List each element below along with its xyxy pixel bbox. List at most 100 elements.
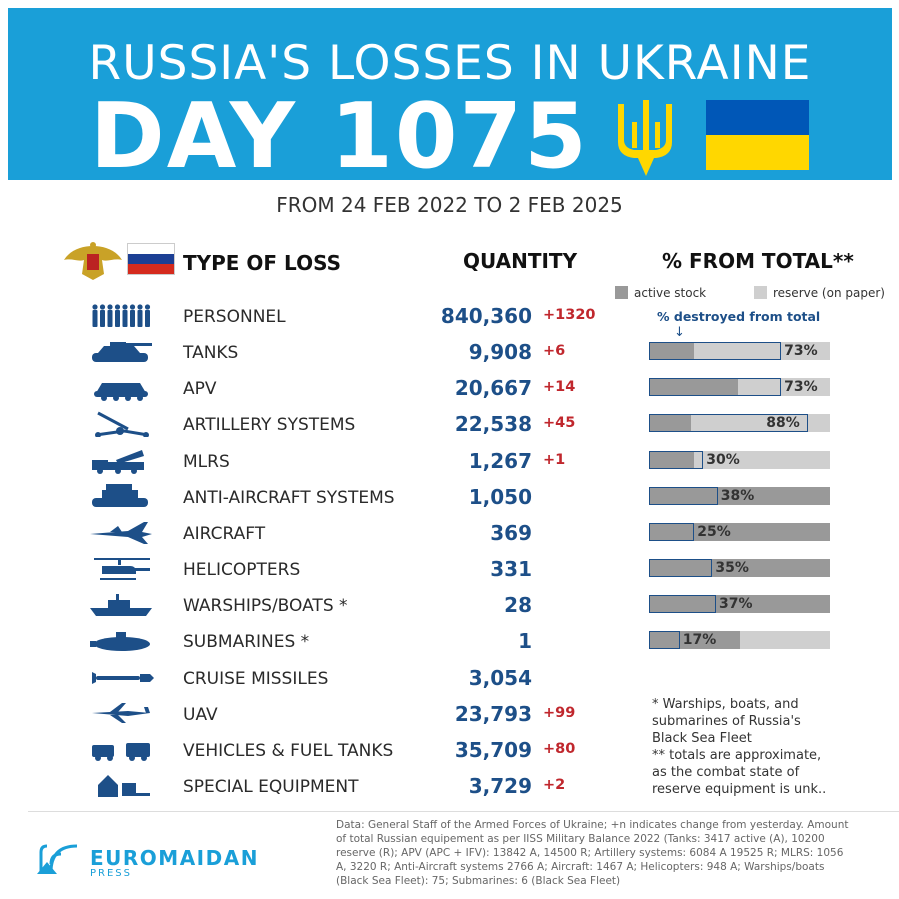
missile-icon: [92, 671, 154, 684]
percent-bar: 88%: [649, 414, 830, 433]
legend-active-label: active stock: [634, 286, 707, 300]
loss-quantity: 1,267: [468, 448, 532, 473]
loss-quantity: 22,538: [454, 412, 532, 437]
euromaidan-logo-icon: [37, 844, 78, 874]
loss-quantity: 9,908: [468, 340, 532, 365]
percent-bar: 17%: [649, 631, 830, 650]
daily-change: +80: [543, 740, 576, 757]
legend-reserve-label: reserve (on paper): [773, 286, 885, 300]
loss-type-label: ANTI-AIRCRAFT SYSTEMS: [183, 487, 395, 508]
destroyed-share-marker: [649, 631, 680, 650]
table-row: TANKS 9,908 +6 73%: [0, 335, 899, 371]
submarine-icon: [90, 632, 150, 652]
reserve-stock-segment: [694, 450, 830, 469]
loss-quantity: 3,054: [468, 665, 532, 690]
header-percent: % FROM TOTAL**: [662, 249, 854, 273]
percent-bar: 35%: [649, 559, 830, 578]
loss-type-label: APV: [183, 379, 217, 400]
legend-reserve: reserve (on paper): [754, 286, 885, 300]
loss-type-label: SUBMARINES *: [183, 632, 310, 653]
loss-quantity: 369: [490, 520, 532, 545]
destroyed-share-marker: [649, 378, 782, 397]
title-banner: RUSSIA'S LOSSES IN UKRAINE DAY 1075: [8, 8, 892, 189]
loss-quantity: 23,793: [454, 701, 532, 726]
active-stock-segment: [649, 378, 738, 397]
active-stock-segment: [649, 595, 830, 614]
daily-change: +6: [543, 343, 566, 360]
table-row: AIRCRAFT 369 25%: [0, 516, 899, 552]
special-equipment-icon: [98, 774, 150, 797]
daily-change: +99: [543, 704, 576, 721]
russia-flag: [127, 243, 175, 275]
destroyed-share-marker: [649, 595, 716, 614]
table-row: APV 20,667 +14 73%: [0, 371, 899, 407]
day-counter: DAY 1075: [90, 84, 589, 189]
destroyed-share-marker: [649, 450, 704, 469]
percent-bar: 30%: [649, 450, 830, 469]
legend-destroyed: % destroyed from total: [657, 309, 821, 324]
loss-type-label: ARTILLERY SYSTEMS: [183, 415, 356, 436]
date-range: FROM 24 FEB 2022 TO 2 FEB 2025: [276, 193, 623, 217]
apv-icon: [94, 383, 148, 402]
percent-label: 73%: [784, 343, 818, 360]
footer-divider: [28, 811, 899, 812]
percent-bar: 25%: [649, 522, 830, 541]
loss-type-label: TANKS: [183, 343, 239, 364]
percent-label: 37%: [718, 596, 753, 613]
soldiers-icon: [92, 304, 151, 327]
loss-type-label: SPECIAL EQUIPMENT: [183, 776, 359, 797]
active-stock-segment: [649, 522, 830, 541]
ukraine-flag: [706, 100, 809, 170]
daily-change: +45: [543, 415, 576, 432]
percent-label: 88%: [766, 415, 800, 432]
loss-type-label: PERSONNEL: [183, 307, 286, 327]
reserve-stock-segment: [694, 342, 830, 361]
destroyed-share-marker: [649, 522, 695, 541]
russian-army-emblem-icon: [64, 242, 122, 280]
footnotes: * Warships, boats, and submarines of Rus…: [652, 697, 827, 797]
helicopter-icon: [94, 558, 150, 581]
active-stock-segment: [649, 631, 740, 650]
percent-bar: 37%: [649, 595, 830, 614]
loss-quantity: 331: [490, 557, 532, 582]
header-type-of-loss: TYPE OF LOSS: [183, 251, 341, 275]
jet-icon: [90, 521, 152, 544]
loss-type-label: MLRS: [183, 451, 230, 472]
daily-change: +1: [543, 451, 566, 468]
table-row: VEHICLES & FUEL TANKS 35,709 +80: [0, 733, 899, 769]
destroyed-share-marker: [649, 342, 782, 361]
loss-type-label: CRUISE MISSILES: [183, 668, 329, 689]
table-row: SUBMARINES * 1 17%: [0, 624, 899, 660]
active-stock-segment: [649, 559, 830, 578]
drone-icon: [92, 702, 150, 723]
percent-label: 25%: [697, 523, 731, 540]
table-row: WARSHIPS/BOATS * 28 37%: [0, 588, 899, 624]
table-row: HELICOPTERS 331 35%: [0, 552, 899, 588]
mlrs-icon: [92, 449, 144, 474]
table-row: SPECIAL EQUIPMENT 3,729 +2: [0, 769, 899, 805]
artillery-icon: [95, 412, 149, 438]
reserve-stock-segment: [737, 378, 830, 397]
logo-subtitle: PRESS: [90, 868, 132, 879]
loss-quantity: 28: [504, 593, 532, 618]
loss-type-label: WARSHIPS/BOATS *: [183, 596, 348, 617]
destroyed-share-marker: [649, 559, 713, 578]
active-stock-segment: [649, 486, 830, 505]
loss-quantity: 20,667: [454, 376, 532, 401]
truck-icon: [92, 742, 150, 761]
warship-icon: [90, 594, 152, 617]
percent-label: 35%: [715, 560, 749, 577]
percent-label: 30%: [706, 451, 740, 468]
loss-type-label: HELICOPTERS: [183, 560, 301, 581]
daily-change: +2: [543, 776, 566, 793]
percent-label: 17%: [682, 632, 717, 649]
reserve-stock-segment: [739, 631, 830, 650]
reserve-stock-segment: [690, 414, 830, 433]
table-row: PERSONNEL 840,360 +1320: [0, 299, 899, 335]
percent-label: 73%: [784, 379, 818, 396]
loss-quantity: 1,050: [468, 484, 532, 509]
percent-bar: 73%: [649, 378, 830, 397]
logo-wordmark: EUROMAIDAN: [90, 846, 259, 870]
destroyed-share-marker: [649, 486, 718, 505]
daily-change: +1320: [543, 307, 596, 323]
